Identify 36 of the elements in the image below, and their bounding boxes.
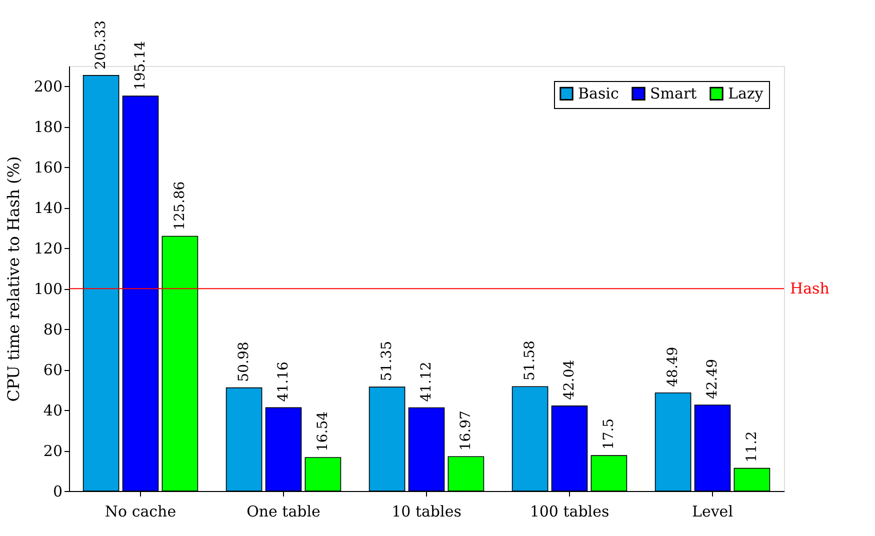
data-label: 125.86 — [172, 181, 188, 230]
data-label: 41.16 — [276, 362, 292, 402]
y-tick-label: 160 — [34, 158, 62, 177]
data-label: 51.58 — [522, 340, 538, 381]
ref-line-label: Hash — [790, 280, 830, 298]
x-tick-label: 10 tables — [392, 502, 462, 520]
y-tick-label: 200 — [34, 78, 62, 96]
legend-label: Basic — [578, 84, 619, 103]
x-tick-label: No cache — [104, 502, 176, 520]
legend-label: Lazy — [728, 84, 764, 103]
data-label: 16.97 — [458, 410, 474, 451]
y-axis-title: CPU time relative to Hash (%) — [4, 156, 23, 402]
y-tick-label: 20 — [43, 442, 62, 460]
data-label: 205.33 — [93, 20, 110, 70]
data-label: 16.54 — [314, 411, 331, 452]
data-label: 41.12 — [418, 362, 434, 402]
y-tick-label: 180 — [34, 118, 62, 136]
y-tick-label: 0 — [52, 482, 62, 500]
data-label: 50.98 — [236, 342, 252, 382]
legend-label: Smart — [650, 84, 697, 103]
y-tick-label: 120 — [34, 240, 62, 258]
y-tick-label: 60 — [43, 361, 62, 380]
y-tick-label: 80 — [43, 320, 62, 339]
y-tick-label: 40 — [43, 402, 62, 420]
data-label: 42.49 — [704, 358, 720, 400]
x-tick-label: One table — [246, 502, 321, 520]
y-tick-label: 100 — [34, 280, 62, 298]
data-label: 51.35 — [379, 340, 396, 382]
data-label: 17.5 — [600, 418, 617, 450]
y-tick-label: 140 — [34, 199, 62, 218]
data-label: 11.2 — [744, 431, 760, 462]
data-label: 195.14 — [132, 40, 148, 90]
data-label: 42.04 — [562, 360, 578, 400]
data-label: 48.49 — [665, 346, 682, 387]
x-tick-label: 100 tables — [530, 502, 610, 520]
x-tick-label: Level — [692, 502, 734, 520]
